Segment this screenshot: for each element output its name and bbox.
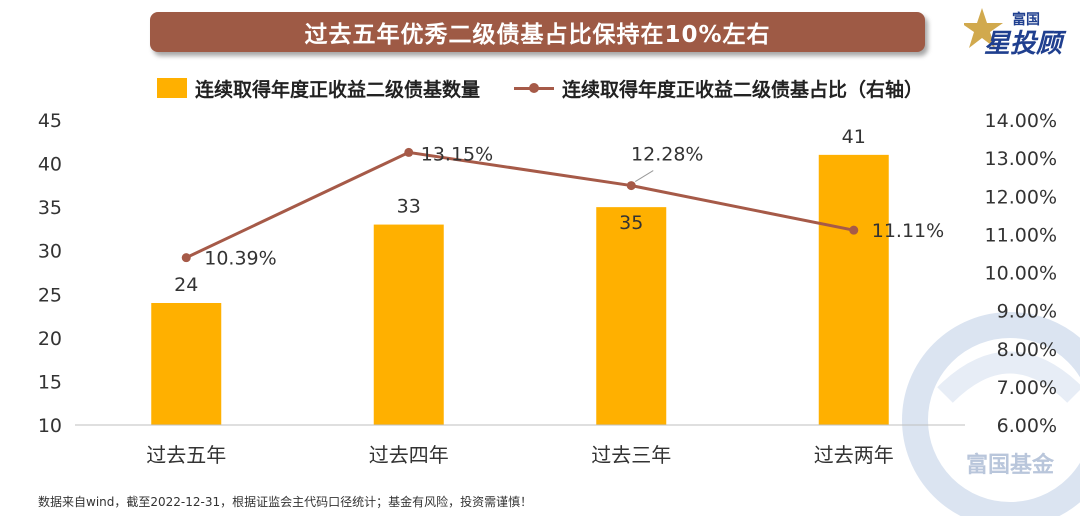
bar-value-label: 41: [842, 126, 866, 148]
right-tick-label: 7.00%: [997, 377, 1057, 399]
logo-line1: 富国: [1012, 11, 1040, 28]
category-label: 过去三年: [591, 443, 671, 467]
left-tick-label: 10: [38, 415, 62, 437]
left-axis: 10 15 20 25 30 35 40 45: [38, 110, 62, 437]
watermark-arc: [937, 351, 1080, 403]
left-tick-label: 25: [38, 284, 62, 306]
line-point: [626, 181, 636, 191]
chart-legend: 连续取得年度正收益二级债基数量 连续取得年度正收益二级债基占比（右轴）: [0, 72, 1080, 104]
bar-1: [151, 303, 222, 425]
data-labels: 24 33 35 41 10.39% 13.15% 12.28% 11.11%: [174, 126, 944, 296]
left-tick-label: 30: [38, 241, 62, 263]
bar-3: [596, 207, 667, 425]
fuguo-logo: 富国 星投顾: [964, 8, 1067, 59]
line-value-label: 13.15%: [421, 143, 493, 165]
line-value-label: 12.28%: [631, 144, 703, 166]
bar-value-label: 33: [397, 196, 421, 218]
left-tick-label: 45: [38, 110, 62, 132]
right-tick-label: 10.00%: [985, 263, 1057, 285]
left-tick-label: 15: [38, 371, 62, 393]
logo-line2: 星投顾: [984, 29, 1067, 59]
left-tick-label: 20: [38, 328, 62, 350]
line-point: [404, 147, 414, 157]
bar-series: [151, 154, 889, 425]
category-labels: 过去五年 过去四年 过去三年 过去两年: [146, 443, 894, 467]
right-tick-label: 14.00%: [985, 110, 1057, 132]
legend-item-bar: 连续取得年度正收益二级债基数量: [156, 75, 480, 102]
right-tick-label: 8.00%: [997, 339, 1057, 361]
right-tick-label: 6.00%: [997, 415, 1057, 437]
label-leader-line: [634, 170, 654, 183]
line-path: [185, 150, 855, 259]
watermark-ring: [902, 312, 1080, 516]
legend-label-bar: 连续取得年度正收益二级债基数量: [194, 78, 480, 101]
right-tick-label: 9.00%: [997, 301, 1057, 323]
watermark: 富国基金: [902, 312, 1080, 516]
line-point: [181, 253, 191, 263]
chart-title: 过去五年优秀二级债基占比保持在10%左右: [150, 12, 925, 52]
right-tick-label: 13.00%: [985, 148, 1057, 170]
category-label: 过去四年: [369, 443, 449, 467]
left-tick-label: 40: [38, 154, 62, 176]
line-value-label: 11.11%: [872, 220, 944, 242]
right-tick-label: 11.00%: [985, 224, 1057, 246]
legend-label-line: 连续取得年度正收益二级债基占比（右轴）: [562, 78, 924, 101]
star-icon: [964, 8, 1003, 48]
footnote: 数据来自wind，截至2022-12-31，根据证监会主代码口径统计；基金有风险…: [38, 495, 533, 509]
left-tick-label: 35: [38, 197, 62, 219]
bar-value-label: 35: [619, 212, 643, 234]
bar-value-label: 24: [174, 274, 198, 296]
legend-swatch-bar: [156, 78, 187, 98]
category-label: 过去两年: [814, 443, 894, 467]
bar-2: [373, 224, 444, 425]
legend-item-line: 连续取得年度正收益二级债基占比（右轴）: [514, 75, 923, 102]
right-tick-label: 12.00%: [985, 186, 1057, 208]
right-axis: 6.00% 7.00% 8.00% 9.00% 10.00% 11.00% 12.00% 13…: [985, 110, 1057, 437]
category-label: 过去五年: [146, 443, 226, 467]
legend-swatch-line: [514, 81, 554, 95]
line-series: [181, 147, 859, 263]
bar-4: [818, 154, 889, 425]
line-point: [849, 225, 859, 235]
line-value-label: 10.39%: [204, 248, 276, 270]
watermark-text: 富国基金: [966, 452, 1055, 478]
